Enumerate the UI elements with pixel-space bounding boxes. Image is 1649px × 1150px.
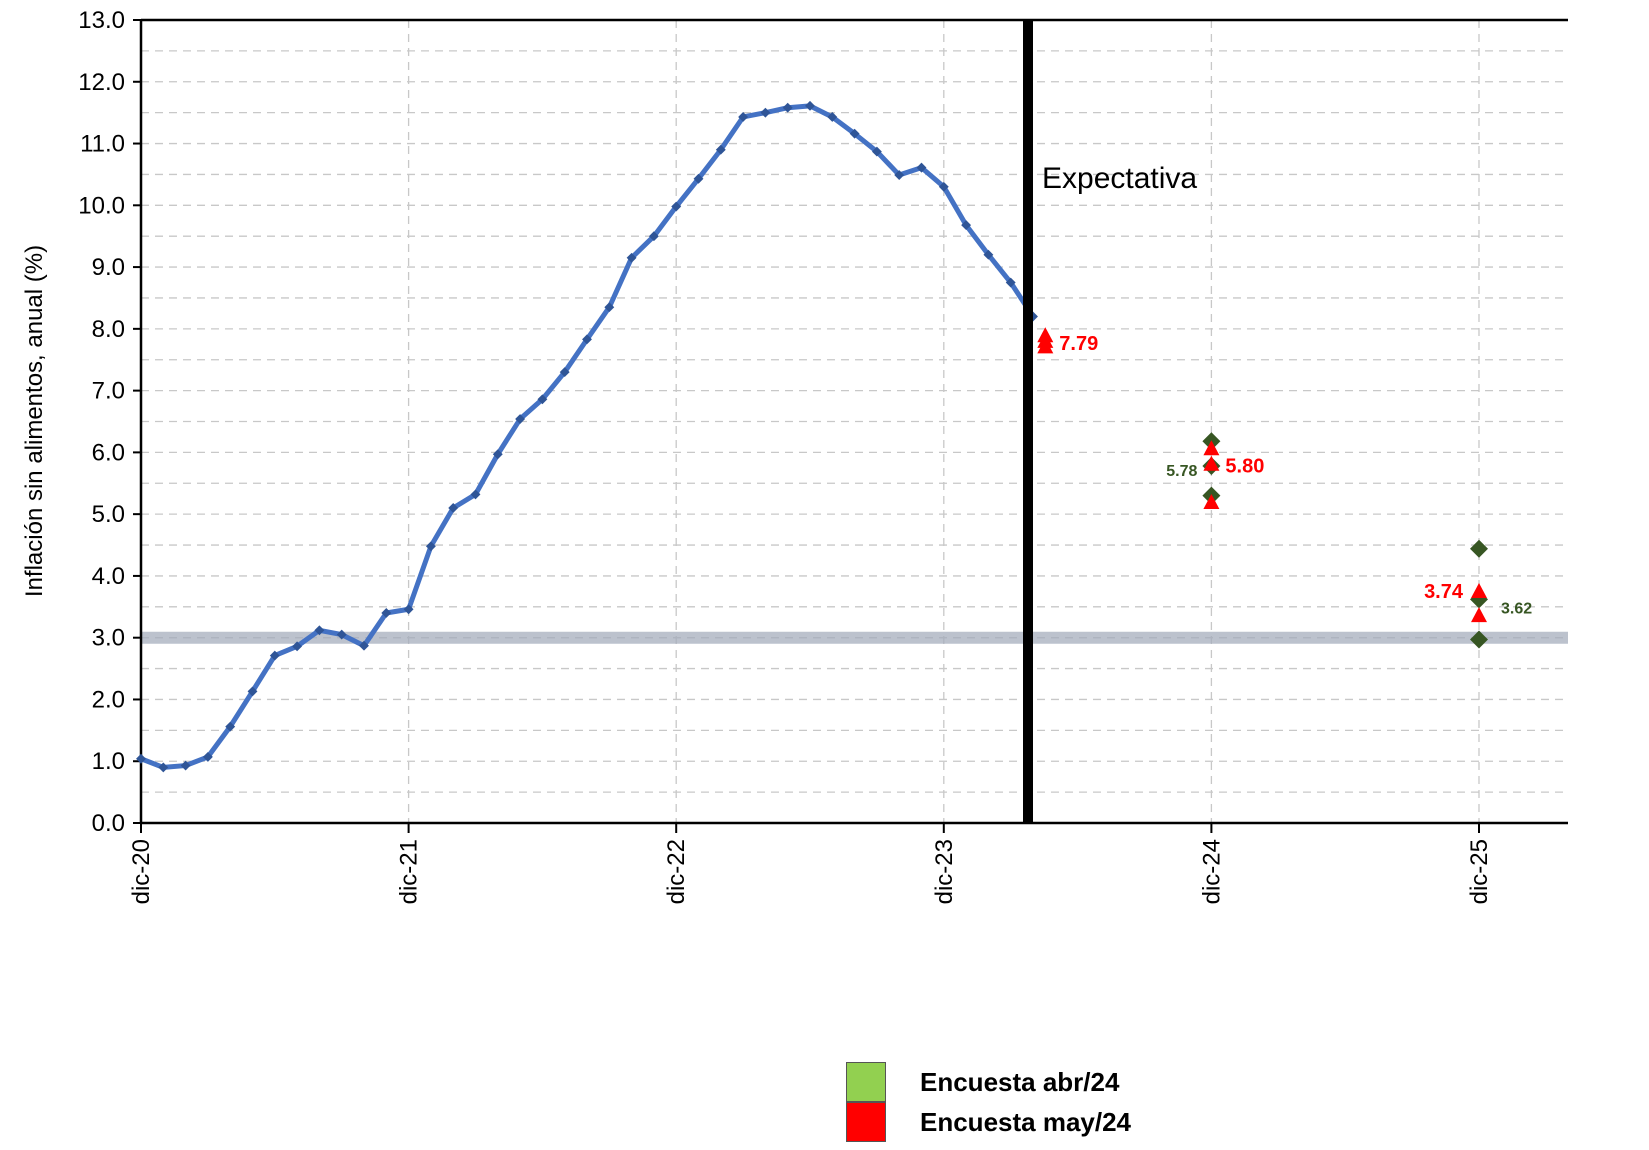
legend-swatch-may24 <box>846 1102 886 1142</box>
x-tick-label: dic-24 <box>1198 839 1225 904</box>
line-point <box>983 249 994 260</box>
triangle-marker <box>1203 455 1220 471</box>
y-tick-label: 4.0 <box>92 563 125 590</box>
y-tick-label: 0.0 <box>92 810 125 837</box>
survey-markers <box>1037 327 1488 649</box>
line-point <box>582 334 592 345</box>
line-point <box>604 302 615 313</box>
line-point <box>1005 277 1016 288</box>
line-point <box>336 629 347 640</box>
triangle-marker <box>1203 494 1220 510</box>
expectation-divider: Expectativa <box>1023 20 1197 823</box>
line-point <box>849 128 860 139</box>
x-tick-labels: dic-20 dic-21 dic-22 dic-23 dic-24 dic-25 <box>128 839 1493 904</box>
legend-swatch-abr24 <box>846 1062 886 1102</box>
line-point <box>136 753 146 764</box>
line-point <box>403 604 414 615</box>
y-tick-label: 9.0 <box>92 254 125 281</box>
y-tick-label: 2.0 <box>92 686 125 713</box>
y-tick-label: 11.0 <box>80 131 125 158</box>
line-point <box>715 144 726 155</box>
line-point <box>961 220 972 231</box>
legend: Encuesta abr/24 Encuesta may/24 <box>846 1062 1131 1142</box>
data-label: 7.79 <box>1059 333 1098 355</box>
line-point <box>359 640 369 651</box>
x-tick-label: dic-25 <box>1466 839 1493 904</box>
line-point <box>648 231 659 242</box>
triangle-marker <box>1203 440 1220 456</box>
line-point <box>225 721 236 732</box>
x-tick-label: dic-23 <box>931 839 958 904</box>
line-point <box>760 107 771 118</box>
line-point <box>938 181 949 192</box>
line-point <box>180 760 191 771</box>
line-point <box>292 641 303 652</box>
grid-lines <box>141 20 1568 823</box>
legend-item-may24: Encuesta may/24 <box>846 1102 1131 1142</box>
legend-item-abr24: Encuesta abr/24 <box>846 1062 1131 1102</box>
data-label: 5.80 <box>1225 456 1264 478</box>
line-point <box>158 762 169 773</box>
data-labels: 7.79 5.80 5.78 3.74 3.62 <box>1059 333 1532 618</box>
y-tick-label: 13.0 <box>78 7 125 34</box>
line-point <box>805 100 815 111</box>
inflation-series <box>136 100 1038 773</box>
x-tick-label: dic-22 <box>663 839 690 904</box>
diamond-marker <box>1470 630 1488 649</box>
triangle-marker <box>1037 338 1054 354</box>
triangle-marker <box>1471 582 1487 598</box>
y-tick-label: 8.0 <box>92 316 125 343</box>
line-point <box>470 489 481 500</box>
line-point <box>559 367 570 378</box>
line-point <box>871 146 882 157</box>
x-tick-label: dic-20 <box>128 839 155 904</box>
line-point <box>425 541 436 552</box>
line-point <box>827 112 838 122</box>
y-tick-label: 3.0 <box>92 625 125 652</box>
line-point <box>916 162 927 173</box>
line-point <box>671 201 682 212</box>
line-point <box>515 414 526 424</box>
axes <box>133 18 1568 833</box>
line-point <box>202 751 213 762</box>
y-tick-label: 5.0 <box>92 501 125 528</box>
line-point <box>537 394 548 405</box>
y-tick-label: 10.0 <box>78 192 125 219</box>
y-tick-label: 6.0 <box>92 439 125 466</box>
triangle-marker <box>1471 607 1487 623</box>
line-point <box>693 173 704 184</box>
y-tick-label: 7.0 <box>92 378 125 405</box>
line-point <box>894 170 905 180</box>
data-label: 5.78 <box>1166 463 1197 480</box>
line-point <box>247 686 258 697</box>
line-point <box>269 650 280 661</box>
line-point <box>738 112 749 122</box>
diamond-marker <box>1470 539 1488 558</box>
line-point <box>782 102 793 113</box>
data-label: 3.62 <box>1501 600 1532 617</box>
expectation-label: Expectativa <box>1042 162 1197 195</box>
y-tick-label: 1.0 <box>92 748 125 775</box>
line-point <box>381 608 392 618</box>
line-point <box>492 449 503 460</box>
data-label: 3.74 <box>1424 581 1464 603</box>
x-tick-label: dic-21 <box>396 839 423 904</box>
y-axis-label: Inflación sin alimentos, anual (%) <box>21 245 48 597</box>
legend-label-abr24: Encuesta abr/24 <box>920 1066 1120 1097</box>
line-point <box>314 625 325 636</box>
legend-label-may24: Encuesta may/24 <box>920 1106 1132 1137</box>
line-point <box>448 503 459 513</box>
y-tick-label: 12.0 <box>78 69 125 96</box>
y-tick-labels: 0.0 1.0 2.0 3.0 4.0 5.0 6.0 7.0 8.0 9.0 10.0 11.0 12… <box>78 7 125 837</box>
